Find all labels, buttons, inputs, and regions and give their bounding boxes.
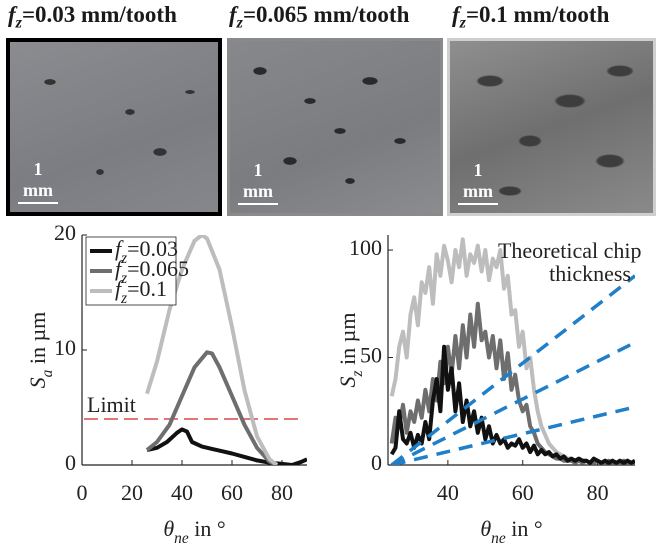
series-line <box>389 301 635 465</box>
x-tick-label: 60 <box>512 480 534 505</box>
legend-label: fz=0.065 <box>115 256 189 287</box>
y-tick-label: 0 <box>65 450 76 475</box>
x-axis-label: θne in ° <box>480 516 542 547</box>
micrograph: 1 mm <box>227 38 443 216</box>
y-tick-label: 0 <box>371 450 382 475</box>
y-axis-label: Sz in µm <box>335 313 366 388</box>
x-tick-label: 20 <box>121 480 143 505</box>
x-tick-label: 60 <box>221 480 243 505</box>
scale-label: 1 mm <box>243 160 273 201</box>
series-line <box>390 274 635 465</box>
series-line <box>391 405 635 465</box>
y-tick-label: 10 <box>54 335 76 360</box>
annotation: Theoretical chip thickness <box>498 238 647 286</box>
x-tick-label: 80 <box>587 480 609 505</box>
x-tick-label: 40 <box>437 480 459 505</box>
series-line <box>146 427 307 465</box>
micrograph: 1 mm <box>6 38 222 216</box>
scale-label: 1 mm <box>463 160 493 201</box>
scale-bar: 1 mm <box>18 159 58 204</box>
legend-label: fz=0.03 <box>115 236 178 267</box>
series-line <box>145 350 278 465</box>
limit-label: Limit <box>87 392 136 417</box>
panel-title: fz=0.1 mm/tooth <box>452 2 610 32</box>
legend-label: fz=0.1 <box>115 276 167 307</box>
x-tick-label: 80 <box>271 480 293 505</box>
x-tick-label: 40 <box>171 480 193 505</box>
scale-bar: 1 mm <box>458 160 498 205</box>
y-axis-label: Sa in µm <box>25 312 56 389</box>
x-tick-label: 0 <box>77 480 88 505</box>
y-tick-label: 50 <box>360 343 382 368</box>
scale-label: 1 mm <box>23 159 53 200</box>
x-axis-label: θne in ° <box>163 516 225 547</box>
series-line <box>145 235 279 465</box>
micrograph: 1 mm <box>447 38 656 216</box>
y-tick-label: 100 <box>349 235 382 260</box>
y-tick-label: 20 <box>54 220 76 245</box>
panel-title: fz=0.065 mm/tooth <box>229 2 410 32</box>
series-line <box>389 344 635 465</box>
scale-bar: 1 mm <box>238 160 278 205</box>
panel-title: fz=0.03 mm/tooth <box>8 2 177 32</box>
